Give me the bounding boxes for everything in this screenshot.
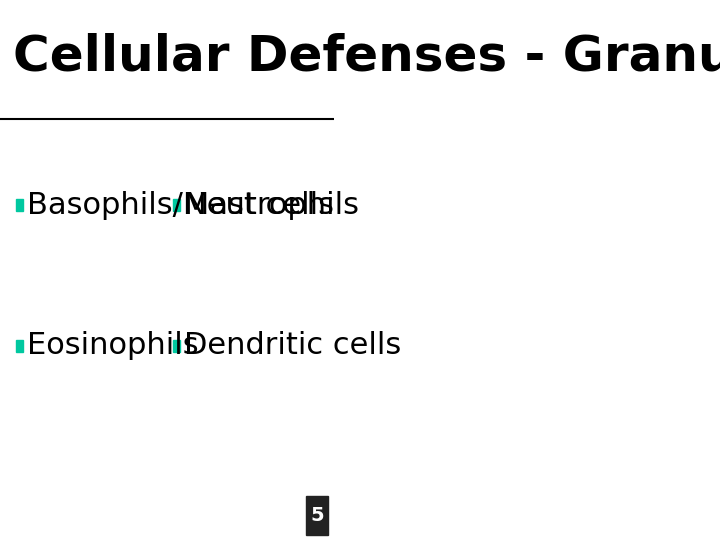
FancyBboxPatch shape [16, 340, 23, 352]
Text: Neutrophils: Neutrophils [184, 191, 359, 220]
FancyBboxPatch shape [173, 340, 180, 352]
Text: Dendritic cells: Dendritic cells [184, 331, 402, 360]
FancyBboxPatch shape [306, 496, 328, 535]
Text: 5: 5 [310, 505, 324, 525]
Text: Cellular Defenses - Granulocytes: Cellular Defenses - Granulocytes [14, 33, 720, 80]
FancyBboxPatch shape [173, 199, 180, 211]
Text: Eosinophils: Eosinophils [27, 331, 199, 360]
Text: Basophils/Mast cells: Basophils/Mast cells [27, 191, 334, 220]
FancyBboxPatch shape [16, 199, 23, 211]
